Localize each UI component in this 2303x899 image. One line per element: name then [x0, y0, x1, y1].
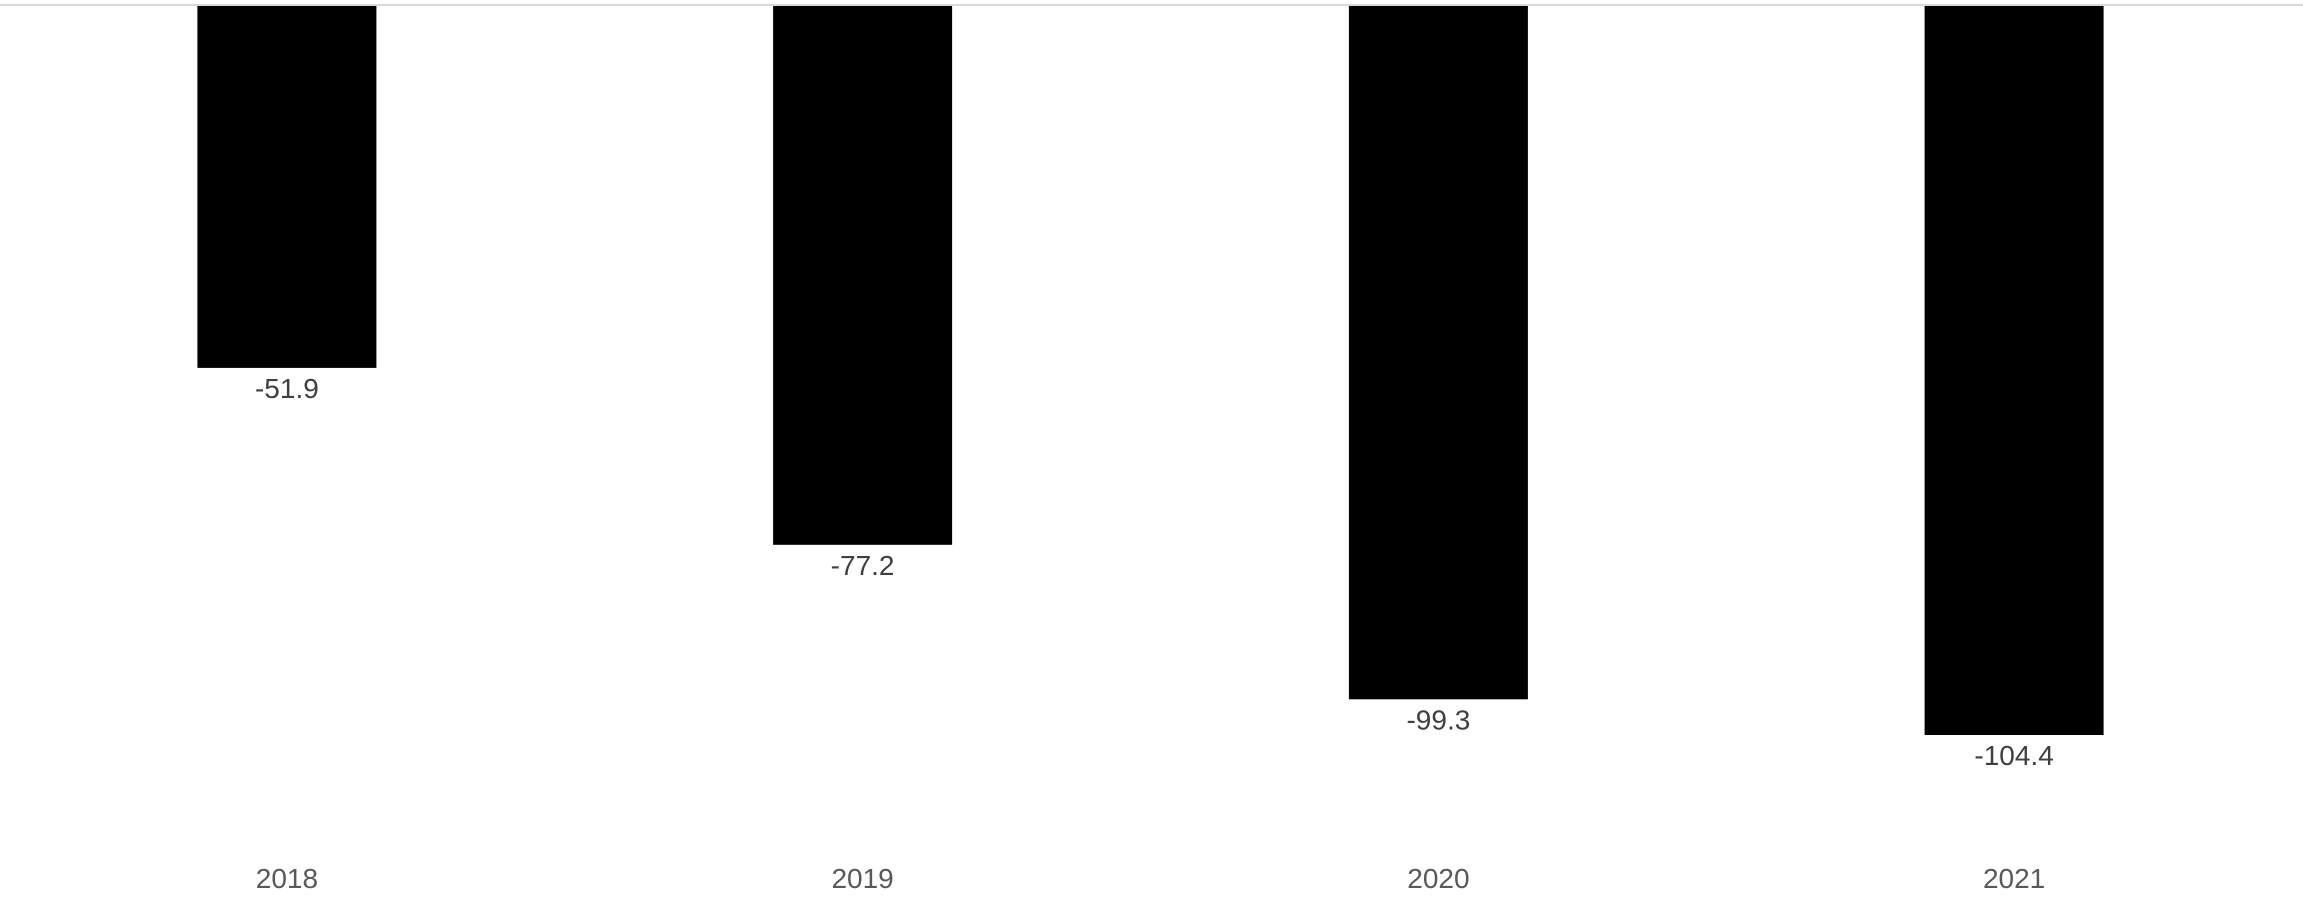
x-tick-label-2018: 2018 — [256, 863, 318, 894]
x-axis-tick-labels: 2018 2019 2020 2021 — [256, 863, 2045, 894]
x-tick-label-2021: 2021 — [1983, 863, 2045, 894]
bar-2020 — [1348, 5, 1528, 700]
x-tick-label-2020: 2020 — [1407, 863, 1469, 894]
bar-2019 — [773, 5, 953, 545]
bars-layer — [197, 5, 2104, 735]
bar-2018 — [197, 5, 377, 368]
data-label-2018: -51.9 — [255, 373, 319, 404]
data-label-2019: -77.2 — [831, 550, 895, 581]
x-tick-label-2019: 2019 — [831, 863, 893, 894]
bar-2021 — [1924, 5, 2104, 735]
data-labels-layer: -51.9 -77.2 -99.3 -104.4 — [255, 373, 2054, 771]
data-label-2021: -104.4 — [1974, 740, 2053, 771]
data-label-2020: -99.3 — [1406, 704, 1470, 735]
